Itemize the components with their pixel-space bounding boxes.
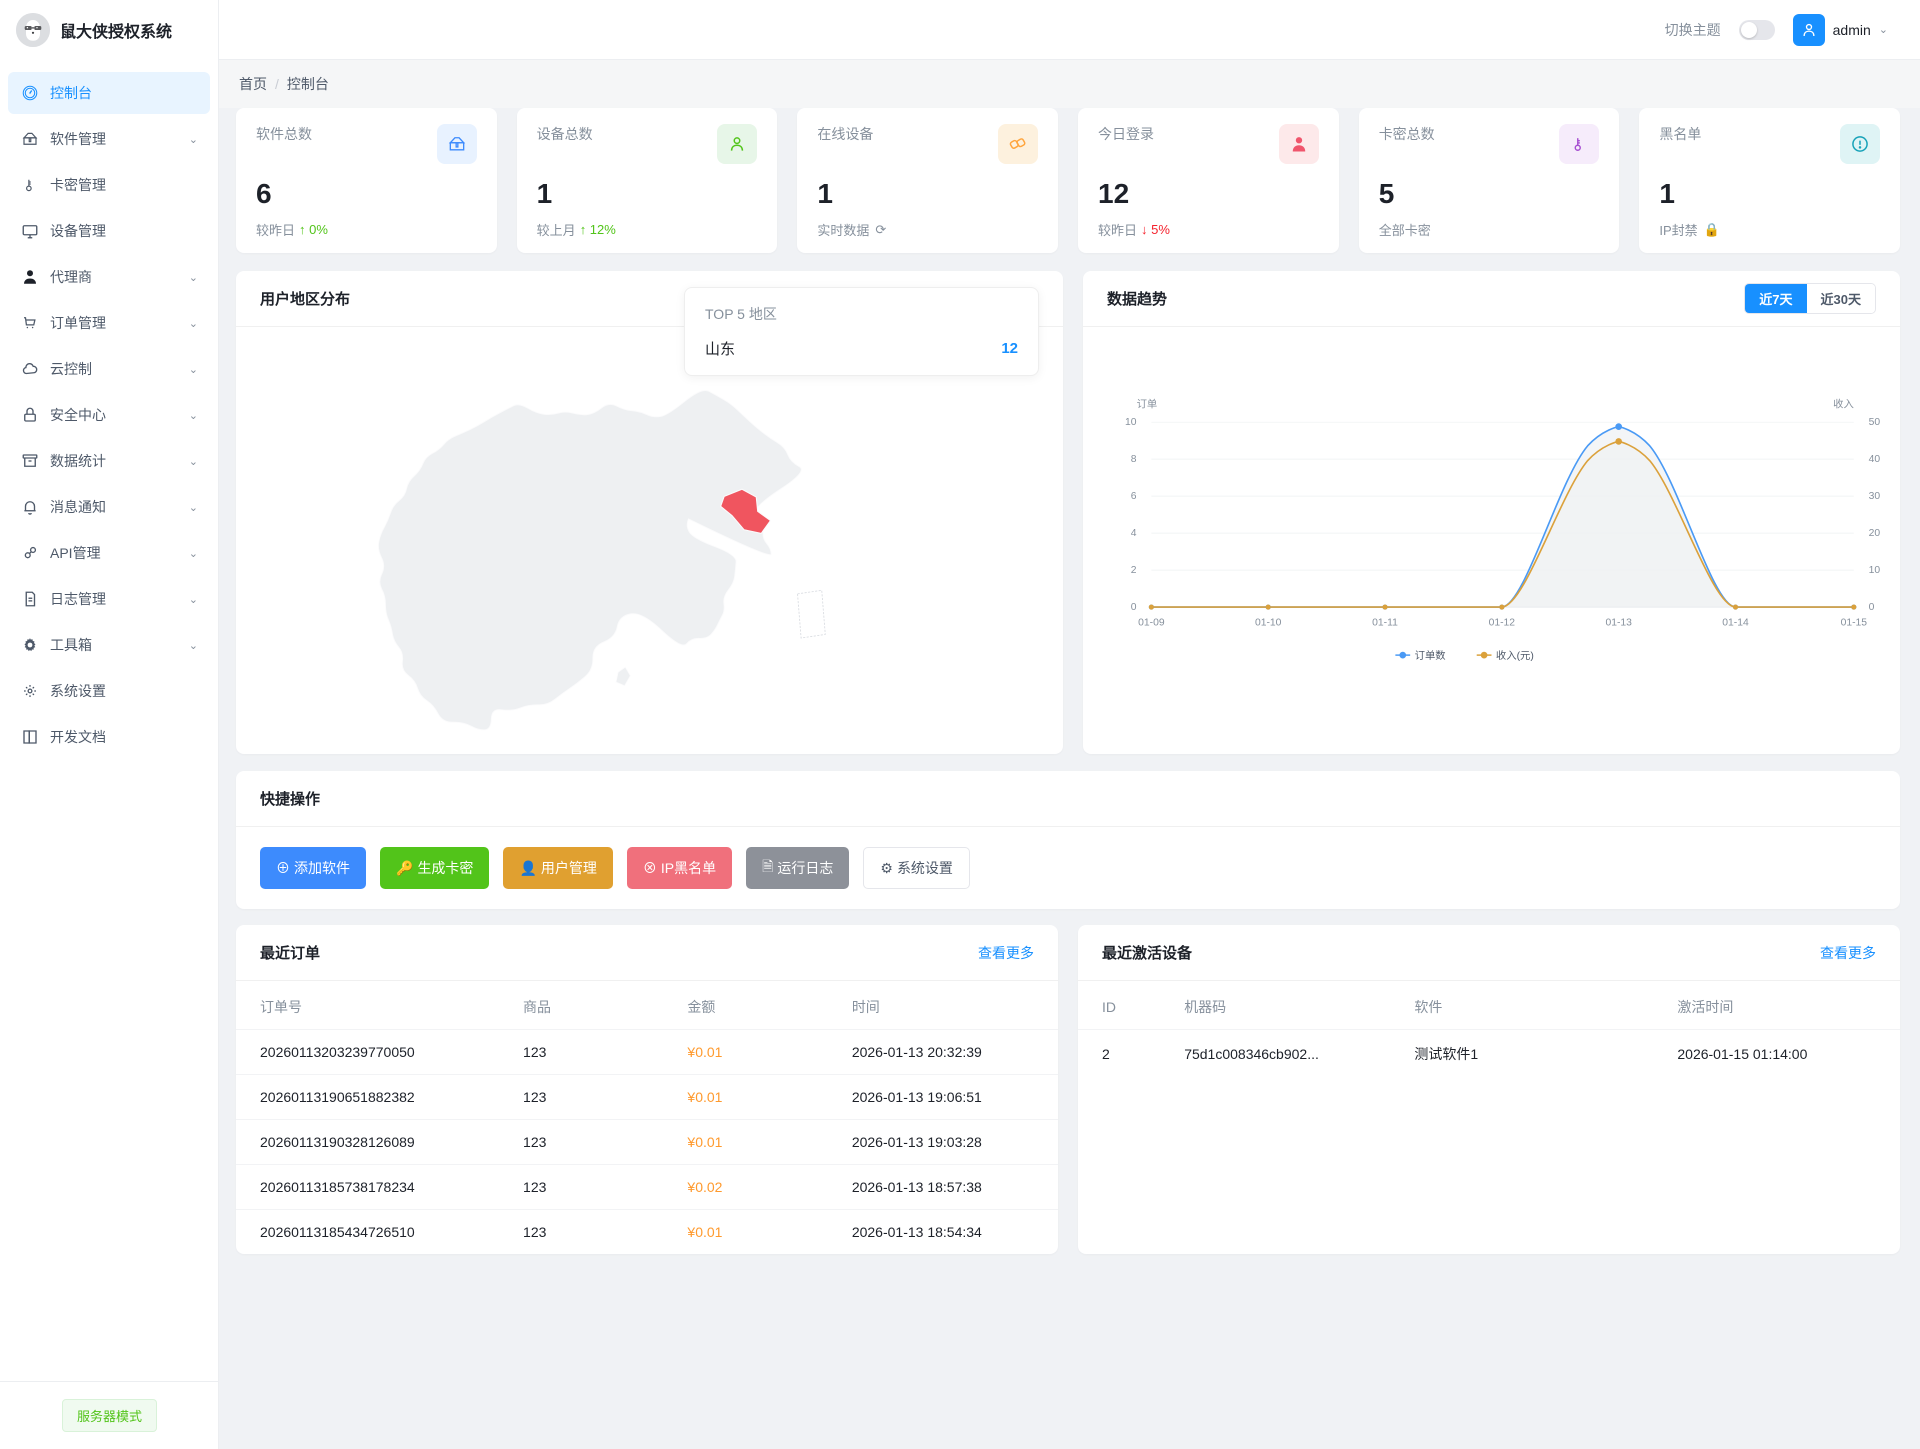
svg-text:30: 30 bbox=[1869, 491, 1881, 502]
svg-text:01-11: 01-11 bbox=[1372, 618, 1398, 629]
svg-text:01-13: 01-13 bbox=[1605, 618, 1632, 629]
svg-text:50: 50 bbox=[1869, 417, 1881, 428]
svg-text:0: 0 bbox=[1131, 602, 1137, 613]
svg-text:收入: 收入 bbox=[1833, 397, 1854, 410]
svg-text:2: 2 bbox=[1131, 565, 1137, 576]
svg-text:01-15: 01-15 bbox=[1841, 618, 1868, 629]
svg-text:0: 0 bbox=[1869, 602, 1875, 613]
svg-text:01-10: 01-10 bbox=[1255, 618, 1282, 629]
svg-text:10: 10 bbox=[1125, 417, 1137, 428]
svg-text:4: 4 bbox=[1131, 528, 1137, 539]
svg-text:6: 6 bbox=[1131, 491, 1137, 502]
svg-text:01-12: 01-12 bbox=[1489, 618, 1516, 629]
svg-text:10: 10 bbox=[1869, 565, 1881, 576]
svg-text:订单: 订单 bbox=[1137, 398, 1158, 410]
svg-text:订单数: 订单数 bbox=[1415, 649, 1447, 662]
svg-text:收入(元): 收入(元) bbox=[1496, 649, 1534, 662]
svg-text:01-09: 01-09 bbox=[1138, 618, 1165, 629]
svg-text:8: 8 bbox=[1131, 454, 1137, 465]
svg-text:20: 20 bbox=[1869, 528, 1881, 539]
svg-text:40: 40 bbox=[1869, 454, 1881, 465]
svg-text:01-14: 01-14 bbox=[1722, 618, 1749, 629]
